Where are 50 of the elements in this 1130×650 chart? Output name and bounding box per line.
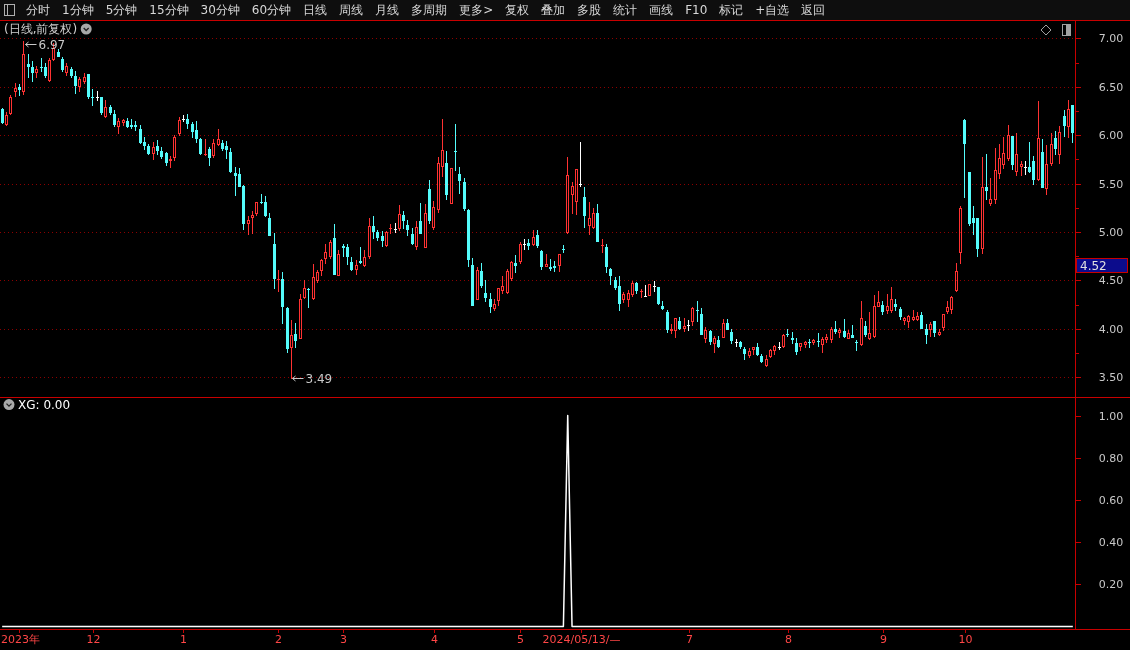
text: 多周期 [411,3,448,17]
text: F10 [685,3,708,17]
text: 日线 [303,3,328,17]
y-tick-label: 0.80 [1098,452,1124,465]
text: 5分钟 [105,3,138,17]
y-tick-label: 6.00 [1098,129,1124,142]
x-tick-label: 12 [86,632,101,646]
y-tick-label: 4.00 [1098,323,1124,336]
y-tick-label: 7.00 [1098,32,1124,45]
text: 周线 [339,3,364,17]
y-tick-label: 0.60 [1098,494,1124,507]
text: +自选 [755,3,790,17]
x-tick-label: 2 [275,632,282,646]
text: 60分钟 [251,3,292,17]
y-tick-label: 5.00 [1098,226,1124,239]
text: 分时 [26,3,50,17]
y-tick-label: 0.40 [1098,536,1124,549]
text: 30分钟 [200,3,240,17]
x-tick-label: 8 [785,632,792,646]
x-tick-label: 1 [180,632,187,646]
x-tick-label: 2023年 [1,632,40,646]
text: 月线 [375,3,400,17]
y-tick-label: 5.50 [1098,178,1124,191]
text: 画线 [649,3,674,17]
text: 返回 [801,3,826,17]
x-tick-label: 7 [686,632,693,646]
y-tick-label: 3.50 [1098,371,1124,384]
y-tick-label: 4.50 [1098,274,1124,287]
text: 多股 [577,3,602,17]
chart-title: XG: 0.00 [18,397,71,412]
chart-title: (日线,前复权) [4,22,78,36]
y-tick-label: 6.50 [1098,81,1124,94]
x-tick-label: 3 [340,632,347,646]
annotation: 3.49 [305,371,333,386]
text: 叠加 [541,3,566,17]
y-tick-label: 1.00 [1098,410,1124,423]
axis-readout: 4.52 [1076,258,1128,273]
x-tick-label: 9 [880,632,887,646]
text: 统计 [613,3,638,17]
text: 15分钟 [149,3,189,17]
text: 更多> [459,3,494,17]
x-tick-label: 10 [958,632,973,646]
text: 标记 [718,3,744,17]
text: 1分钟 [62,3,94,17]
text: 复权 [505,3,530,17]
y-tick-label: 0.20 [1098,578,1124,591]
x-tick-label: 2024/05/13/— [542,632,621,646]
annotation: 6.97 [38,37,66,52]
x-tick-label: 4 [431,632,438,646]
x-tick-label: 5 [517,632,524,646]
